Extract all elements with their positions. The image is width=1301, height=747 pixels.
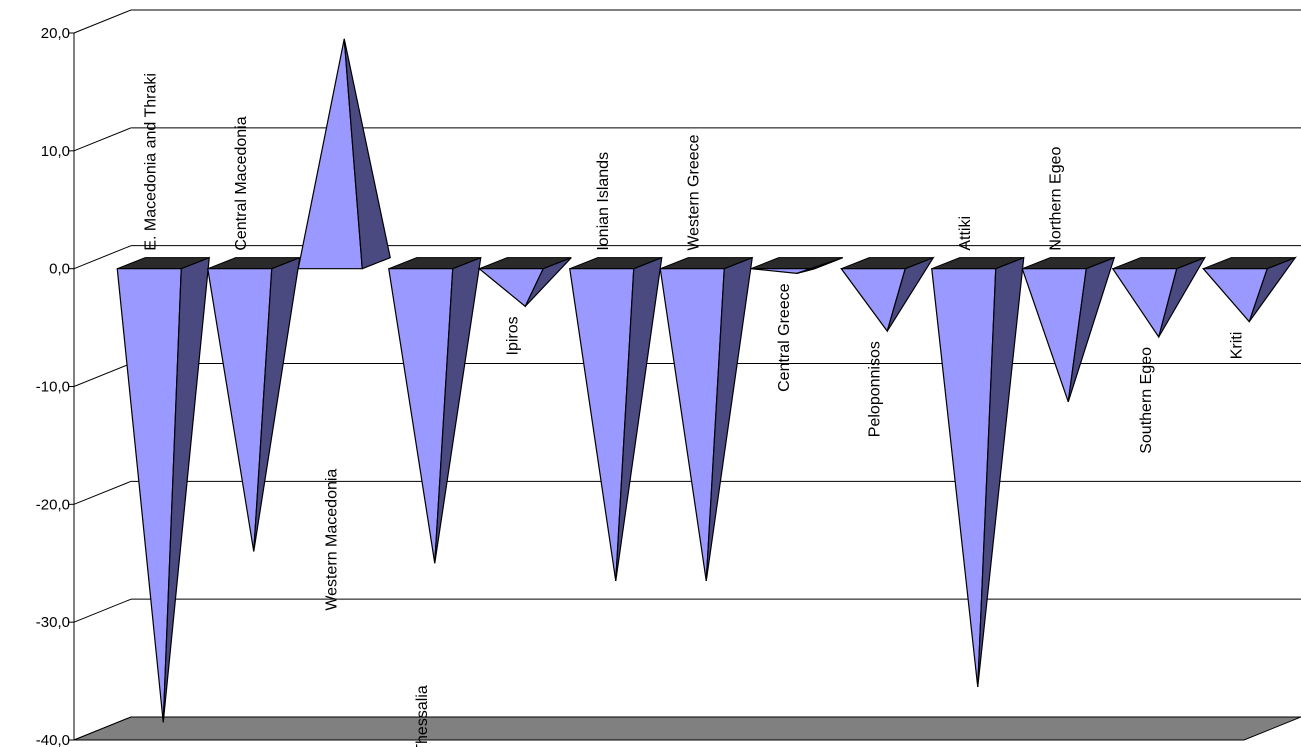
pyramid-bar bbox=[1021, 256, 1116, 403]
pyramid-bar bbox=[569, 256, 663, 582]
category-label: Central Macedonia bbox=[233, 116, 250, 250]
pyramid-bar bbox=[750, 257, 843, 274]
gridline-side bbox=[73, 480, 132, 505]
pyramid-bar bbox=[931, 256, 1025, 688]
category-label: Central Greece bbox=[776, 283, 793, 392]
category-label: Peloponnisos bbox=[866, 341, 883, 437]
pyramid-bar bbox=[116, 256, 210, 723]
gridline-side bbox=[73, 598, 132, 623]
y-tick-label: -20,0 bbox=[36, 496, 70, 513]
pyramid-side-face bbox=[1248, 256, 1297, 323]
bars-layer bbox=[116, 38, 1297, 723]
y-tick-label: -10,0 bbox=[36, 379, 70, 396]
y-tick-label: -30,0 bbox=[36, 614, 70, 631]
category-label: Western Macedonia bbox=[323, 469, 340, 611]
pyramid-bar bbox=[840, 256, 935, 333]
pyramid-side-face bbox=[886, 256, 935, 332]
pyramid-side-face bbox=[977, 256, 1025, 688]
pyramid-side-face bbox=[162, 256, 210, 723]
category-label: Northern Egeo bbox=[1047, 147, 1064, 251]
y-tick-label: 10,0 bbox=[41, 143, 70, 160]
pyramid-side-face bbox=[524, 257, 572, 307]
pyramid-side-face bbox=[434, 256, 482, 564]
gridline-side bbox=[73, 9, 132, 34]
category-label: Thessalia bbox=[414, 685, 431, 747]
floor-layer bbox=[73, 716, 1301, 741]
pyramid-side-face bbox=[615, 256, 663, 582]
category-label: Southern Egeo bbox=[1138, 347, 1155, 454]
gridline-side bbox=[73, 245, 132, 270]
gridline-side bbox=[73, 127, 132, 152]
gridline-side bbox=[73, 363, 132, 387]
category-label: Kriti bbox=[1228, 332, 1245, 360]
pyramid-side-face bbox=[796, 257, 843, 274]
pyramid-bar bbox=[477, 257, 572, 308]
y-tick-label: -40,0 bbox=[36, 732, 70, 747]
category-labels: E. Macedonia and Thraki Central Macedonia… bbox=[142, 73, 1245, 747]
y-tick-label: 0,0 bbox=[49, 261, 70, 278]
y-tick-label: 20,0 bbox=[41, 25, 70, 42]
pyramid-side-face bbox=[705, 256, 753, 582]
pyramid-side-face bbox=[343, 38, 391, 270]
pyramid-bar bbox=[297, 38, 391, 270]
y-axis: 20,0 10,0 0,0 -10,0 -20,0 -30,0 -40,0 bbox=[36, 25, 75, 747]
pyramid-bar bbox=[1111, 256, 1207, 339]
pyramid-side-face bbox=[1158, 256, 1207, 338]
category-label: Ionian Islands bbox=[595, 152, 612, 251]
category-label: Attiki bbox=[957, 216, 974, 251]
pyramid-bar bbox=[388, 256, 482, 564]
pyramid-bar bbox=[1201, 256, 1297, 323]
pyramid-bar bbox=[659, 256, 753, 582]
pyramid-side-face bbox=[1067, 256, 1116, 403]
pyramid-side-face bbox=[253, 256, 301, 552]
category-label: Ipiros bbox=[504, 316, 521, 355]
pyramid-bar bbox=[207, 256, 301, 552]
chart-floor bbox=[73, 716, 1301, 741]
category-label: E. Macedonia and Thraki bbox=[142, 73, 159, 251]
category-label: Western Greece bbox=[685, 134, 702, 250]
